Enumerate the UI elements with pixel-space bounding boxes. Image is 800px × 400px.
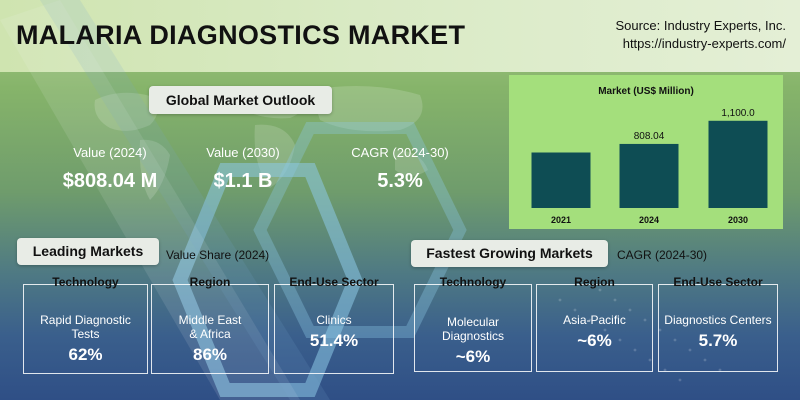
fastest-card-technology: Technology Molecular Diagnostics ~6% (414, 275, 532, 372)
market-chart: Market (US$ Million) 2021 2024 808.04 2030 1… (509, 75, 783, 229)
kpi-value: $1.1 B (213, 170, 273, 192)
card-value: 86% (192, 345, 228, 364)
kpi-value: $808.04 M (62, 170, 158, 192)
leading-markets-subtitle: Value Share (2024) (166, 248, 270, 262)
card-value: 5.7% (698, 331, 738, 350)
leading-card-region: Region Middle East & Africa 86% (151, 275, 269, 374)
kpi-label: CAGR (2024-30) (351, 145, 449, 160)
kpi-value-2024: Value (2024) $808.04 M (40, 145, 180, 193)
bar-2030 (708, 120, 768, 208)
card-value: 51.4% (309, 331, 359, 350)
card-heading: Region (574, 275, 615, 289)
kpi-cagr: CAGR (2024-30) 5.3% (330, 145, 470, 193)
kpi-value: 5.3% (377, 170, 423, 192)
x-tick-label: 2024 (639, 215, 659, 225)
card-heading: Technology (439, 275, 507, 289)
card-description: Middle East & Africa (178, 313, 242, 341)
card-value: ~6% (577, 331, 612, 350)
card-description: Clinics (316, 313, 352, 327)
leading-card-end-use: End-Use Sector Clinics 51.4% (274, 275, 394, 374)
card-value: 62% (68, 345, 103, 364)
card-description: Molecular Diagnostics (441, 315, 505, 343)
fastest-markets-subtitle: CAGR (2024-30) (617, 248, 708, 262)
card-description: Asia-Pacific (563, 313, 626, 327)
hexagon-shape (253, 122, 467, 338)
card-heading: End-Use Sector (289, 275, 379, 289)
source-credit: Source: Industry Experts, Inc. https://i… (615, 17, 786, 53)
kpi-value-2030: Value (2030) $1.1 B (178, 145, 308, 193)
fastest-card-end-use: End-Use Sector Diagnostics Centers 5.7% (658, 275, 778, 372)
data-label: 1,100.0 (721, 108, 755, 119)
kpi-label: Value (2030) (206, 145, 280, 160)
source-url[interactable]: https://industry-experts.com/ (622, 36, 786, 51)
dot-pattern (558, 288, 722, 382)
page-title: MALARIA DIAGNOSTICS MARKET (16, 20, 466, 50)
card-heading: Region (189, 275, 231, 289)
source-name: Source: Industry Experts, Inc. (615, 18, 786, 33)
header-band (0, 0, 800, 72)
x-tick-label: 2021 (551, 215, 571, 225)
card-heading: Technology (52, 275, 119, 289)
x-tick-label: 2030 (728, 215, 748, 225)
card-heading: End-Use Sector (673, 275, 763, 289)
kpi-label: Value (2024) (73, 145, 147, 160)
chart-title: Market (US$ Million) (598, 86, 694, 97)
card-description: Diagnostics Centers (664, 313, 772, 327)
diagonal-band (40, 0, 330, 400)
bar-2024 (619, 143, 679, 208)
outlook-title: Global Market Outlook (149, 86, 332, 114)
leading-card-technology: Technology Rapid Diagnostic Tests 62% (23, 275, 148, 374)
leading-markets-title: Leading Markets (17, 238, 159, 265)
bar-2021 (531, 152, 591, 208)
diagonal-band (0, 0, 300, 400)
data-label: 808.04 (634, 131, 665, 142)
card-description: Rapid Diagnostic Tests (40, 313, 131, 341)
fastest-markets-title: Fastest Growing Markets (411, 240, 608, 267)
bar-chart: Market (US$ Million) 2021 2024 808.04 2030 1… (531, 86, 768, 225)
card-value: ~6% (455, 347, 491, 366)
hexagon-shape (172, 163, 363, 397)
fastest-card-region: Region Asia-Pacific ~6% (536, 275, 653, 372)
